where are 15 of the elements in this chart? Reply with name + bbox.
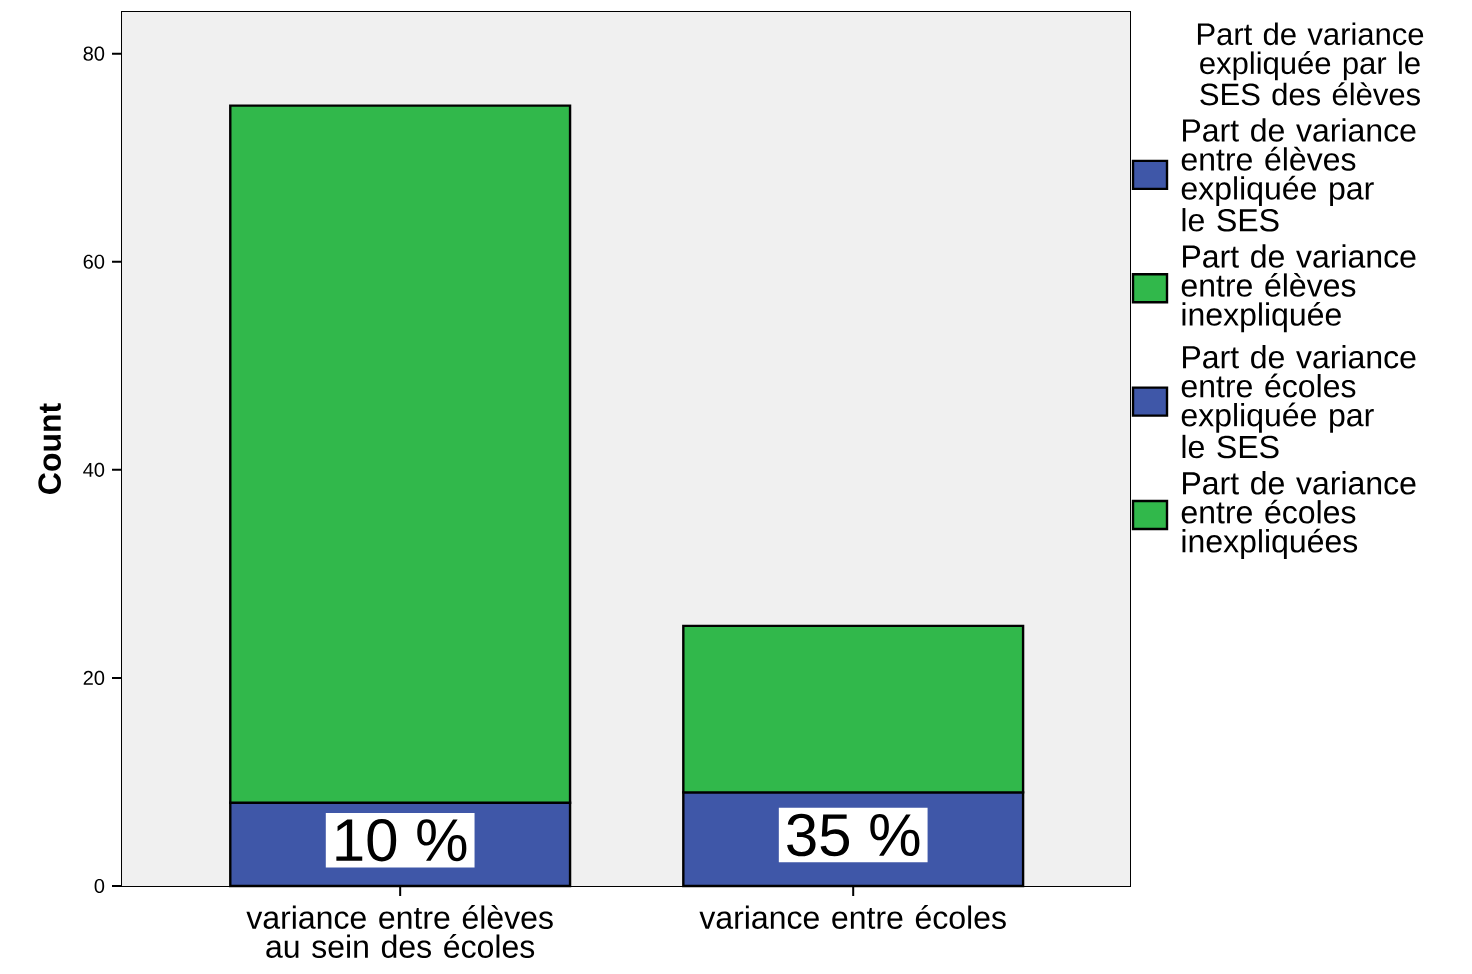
y-axis-title: Count (38, 403, 61, 494)
legend-title: Part de variance expliquée par le SES des élèves (1197, 22, 1424, 106)
y-tick-label: 80 (83, 46, 105, 61)
y-tick-label: 60 (83, 254, 105, 269)
y-tick-label: 0 (94, 878, 105, 894)
annotation: 35 % (787, 813, 920, 857)
legend-label: Part de variance entre écoles expliquée par le SES (1181, 344, 1416, 459)
x-tick-label: variance entre écoles (699, 905, 1006, 929)
annotation: 10 % (336, 818, 467, 862)
legend-label: Part de variance entre écoles inexpliquées (1181, 471, 1416, 559)
y-tick-label: 20 (83, 670, 105, 685)
legend-label: Part de variance entre élèves expliquée par le SES (1181, 118, 1416, 232)
y-tick-label: 40 (83, 462, 105, 477)
x-tick-label: variance entre élèves au sein des écoles (246, 905, 553, 958)
legend-label: Part de variance entre élèves inexpliquée (1181, 244, 1416, 333)
